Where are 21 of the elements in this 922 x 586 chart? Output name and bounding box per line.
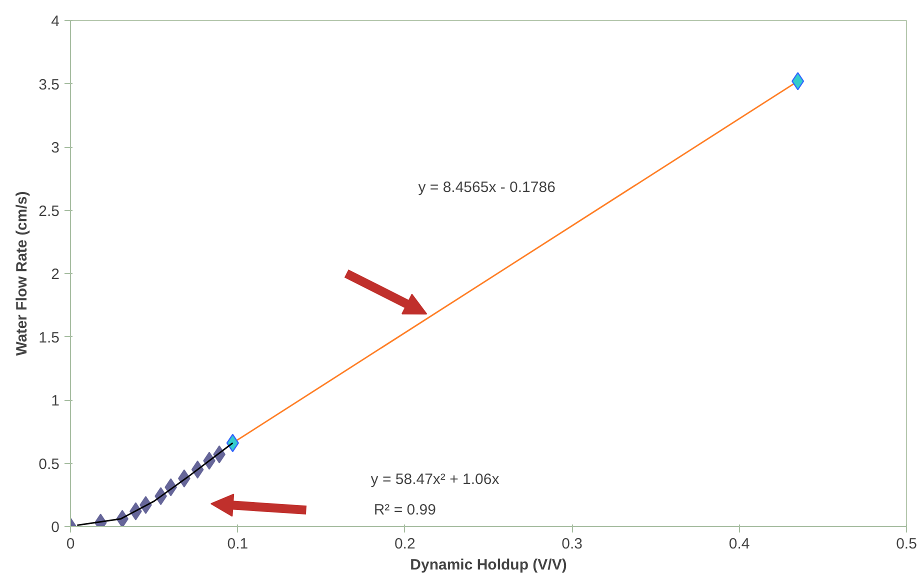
y-tick-label: 1.5 <box>38 329 60 346</box>
point <box>792 72 804 90</box>
x-axis-title: Dynamic Holdup (V/V) <box>410 556 567 574</box>
y-tick-label: 0.5 <box>38 456 60 473</box>
annotation: y = 58.47x² + 1.06x <box>370 471 500 488</box>
y-tick-label: 4 <box>51 13 60 30</box>
x-tick-label: 0.4 <box>728 536 750 552</box>
x-tick-label: 0.3 <box>562 536 583 552</box>
y-tick-label: 3 <box>51 140 60 156</box>
y-tick-label: 2.5 <box>38 202 60 220</box>
x-tick-label: 0.1 <box>227 536 248 552</box>
annotation: R² = 0.99 <box>374 502 436 519</box>
annotation: y = 8.4565x - 0.1786 <box>418 178 556 196</box>
y-tick-label: 2 <box>51 266 60 283</box>
x-tick-label: 0.5 <box>896 536 917 552</box>
y-tick-label: 0 <box>51 519 60 536</box>
y-tick-label: 1 <box>51 392 60 410</box>
x-tick-label: 0.2 <box>394 536 416 552</box>
y-tick-label: 3.5 <box>38 76 60 94</box>
y-axis-title: Water Flow Rate (cm/s) <box>14 191 31 356</box>
x-tick-label: 0 <box>66 536 75 552</box>
